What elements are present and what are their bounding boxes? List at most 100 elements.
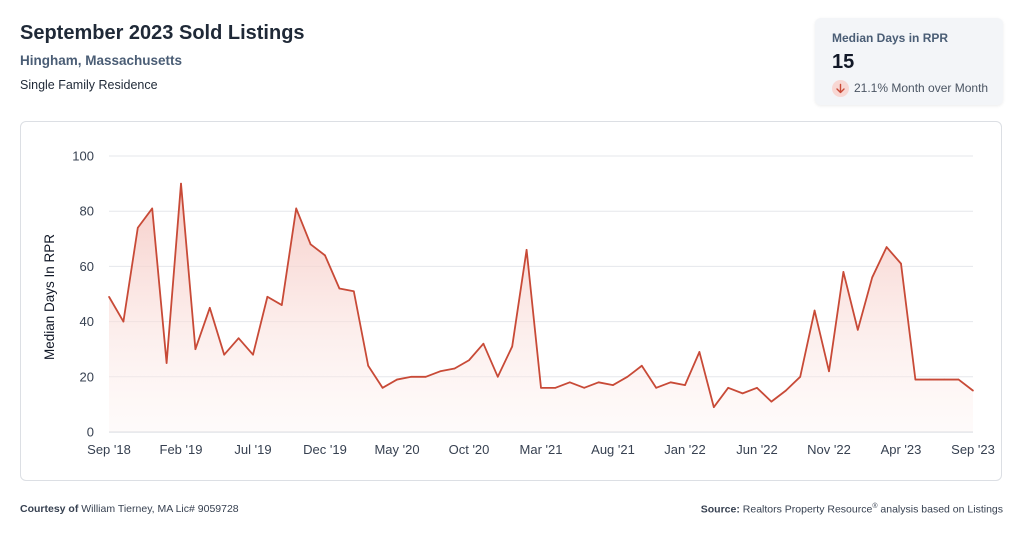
data-point xyxy=(655,387,657,389)
data-point xyxy=(209,307,211,309)
data-point xyxy=(338,287,341,290)
data-point xyxy=(871,276,873,279)
y-tick-label: 60 xyxy=(80,259,94,274)
data-point xyxy=(281,304,283,306)
data-point xyxy=(266,295,269,298)
x-tick-label: Mar '21 xyxy=(520,442,563,457)
data-point xyxy=(367,364,370,367)
source-footer: Source: Realtors Property Resource® anal… xyxy=(701,503,1003,516)
data-point xyxy=(540,387,542,389)
data-point xyxy=(612,384,614,386)
x-tick-label: Oct '20 xyxy=(449,442,490,457)
data-point xyxy=(453,367,456,370)
data-point xyxy=(439,370,442,373)
y-tick-label: 80 xyxy=(80,204,94,219)
source-label: Source: xyxy=(700,503,740,516)
data-point xyxy=(785,389,787,392)
chart-card: 0 20 40 60 80 100 Sep '18 Feb '19 Jul '19 Dec '1… xyxy=(20,121,1002,481)
data-point xyxy=(669,381,672,384)
x-tick-label: Dec '19 xyxy=(303,442,347,457)
data-point xyxy=(957,378,960,381)
y-axis-label: Median Days In RPR xyxy=(42,234,57,360)
data-point xyxy=(713,406,715,408)
courtesy-text: William Tierney, MA Lic# 9059728 xyxy=(81,503,239,515)
data-point xyxy=(165,362,168,364)
x-tick-label: Aug '21 xyxy=(591,442,635,457)
data-point xyxy=(972,389,974,392)
data-point xyxy=(381,387,384,389)
y-tick-label: 0 xyxy=(87,425,94,440)
data-point xyxy=(309,243,312,246)
data-point xyxy=(194,348,197,350)
data-point xyxy=(727,387,729,389)
stat-value: 15 xyxy=(832,51,855,73)
x-tick-label: Apr '23 xyxy=(881,442,922,457)
data-point xyxy=(151,207,153,210)
data-point xyxy=(842,271,845,273)
data-point xyxy=(583,387,585,389)
x-tick-label: Nov '22 xyxy=(807,442,851,457)
data-point xyxy=(425,376,427,378)
data-point xyxy=(137,226,139,229)
courtesy-footer: Courtesy of William Tierney, MA Lic# 905… xyxy=(20,503,239,515)
x-tick-label: Sep '18 xyxy=(87,442,131,457)
registered-mark: ® xyxy=(872,503,878,510)
data-points xyxy=(108,182,974,408)
arrow-down-icon xyxy=(832,79,849,97)
page-title: September 2023 Sold Listings xyxy=(20,22,305,44)
data-point xyxy=(569,381,571,384)
y-tick-label: 100 xyxy=(72,149,94,164)
data-point xyxy=(180,182,182,185)
y-tick-label: 20 xyxy=(80,369,94,384)
data-point xyxy=(756,387,758,389)
data-point xyxy=(770,400,773,403)
data-point xyxy=(885,246,888,248)
stat-change: 21.1% Month over Month xyxy=(832,79,988,97)
courtesy-label: Courtesy of xyxy=(20,503,79,515)
data-point xyxy=(223,353,225,356)
data-point xyxy=(252,353,254,356)
data-point xyxy=(525,249,528,251)
data-point xyxy=(626,376,629,378)
data-point xyxy=(857,329,859,331)
data-point xyxy=(122,320,125,323)
data-point xyxy=(410,376,413,378)
data-point xyxy=(943,378,945,381)
data-point xyxy=(597,381,600,384)
median-days-card: Median Days in RPR 15 21.1% Month over M… xyxy=(815,18,1003,105)
data-point xyxy=(353,290,355,293)
data-point xyxy=(396,378,398,381)
x-tick-label: Jul '19 xyxy=(234,442,271,457)
data-point xyxy=(497,376,499,378)
data-point xyxy=(511,345,513,348)
data-point xyxy=(698,351,701,353)
x-tick-label: May '20 xyxy=(374,442,419,457)
data-point xyxy=(482,342,485,345)
data-point xyxy=(828,370,830,373)
data-point xyxy=(108,295,110,298)
data-point xyxy=(914,378,917,381)
data-point xyxy=(929,378,931,381)
x-tick-label: Jun '22 xyxy=(736,442,778,457)
x-tick-label: Feb '19 xyxy=(160,442,203,457)
data-point xyxy=(741,392,744,395)
data-point xyxy=(799,376,801,378)
y-tick-labels: 0 20 40 60 80 100 xyxy=(72,149,94,440)
x-tick-label: Sep '23 xyxy=(951,442,995,457)
series-area xyxy=(109,183,973,432)
source-text-1: Realtors Property Resource xyxy=(742,503,873,516)
data-point xyxy=(813,309,816,312)
data-point xyxy=(900,262,902,265)
data-point xyxy=(237,337,240,339)
data-point xyxy=(324,254,326,257)
data-point xyxy=(295,207,298,210)
data-point xyxy=(468,359,470,362)
stat-label: Median Days in RPR xyxy=(832,31,949,45)
x-tick-labels: Sep '18 Feb '19 Jul '19 Dec '19 May '20 Oct '… xyxy=(87,442,995,457)
data-point xyxy=(641,364,643,367)
stat-change-text: 21.1% Month over Month xyxy=(854,81,989,95)
x-tick-label: Jan '22 xyxy=(664,442,706,457)
y-tick-label: 40 xyxy=(80,314,94,329)
data-point xyxy=(554,387,557,389)
location-subtitle: Hingham, Massachusetts xyxy=(20,53,183,68)
